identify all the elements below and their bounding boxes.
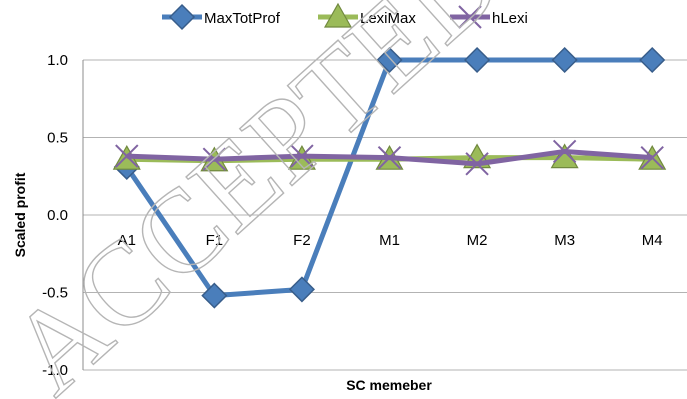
y-tick-label: 0.0: [47, 207, 68, 224]
legend-marker: [323, 2, 353, 28]
y-axis-title: Scaled profit: [12, 172, 28, 257]
x-axis-title: SC memeber: [346, 377, 432, 393]
y-tick-label: 0.5: [47, 130, 68, 147]
y-tick-label: -1.0: [42, 362, 68, 379]
data-point-maxtotprof: [639, 46, 666, 74]
y-tick-labels: -1.0 -0.5 0.0 0.5 1.0: [42, 52, 68, 379]
data-point-maxtotprof: [288, 276, 315, 303]
series-layer: [112, 46, 667, 309]
legend-label: MaxTotProf: [204, 10, 281, 27]
data-point-maxtotprof: [201, 282, 228, 309]
y-tick-label: -0.5: [42, 285, 68, 302]
data-point-maxtotprof: [551, 46, 578, 74]
y-tick-label: 1.0: [47, 52, 68, 69]
legend-item-hlexi: hLexi: [450, 5, 528, 29]
data-point-maxtotprof: [376, 46, 403, 74]
data-point-leximax: [550, 143, 579, 169]
series-hlexi: [115, 139, 664, 176]
legend-marker: [458, 5, 482, 29]
data-point-hlexi: [377, 145, 402, 170]
data-point-hlexi: [290, 144, 314, 168]
x-tick-label: A1: [118, 232, 136, 249]
legend-item-maxtotprof: MaxTotProf: [162, 3, 281, 31]
data-point-hlexi: [115, 144, 139, 168]
legend-item-leximax: LexiMax: [318, 2, 416, 28]
data-point-hlexi: [640, 145, 664, 170]
x-tick-label: F2: [293, 232, 311, 249]
x-tick-label: M2: [467, 232, 488, 249]
data-point-maxtotprof: [464, 46, 491, 74]
x-tick-label: F1: [206, 232, 224, 249]
x-tick-label: M3: [554, 232, 575, 249]
data-point-hlexi: [202, 147, 227, 171]
x-tick-label: M1: [379, 232, 400, 249]
data-point-hlexi: [465, 152, 489, 176]
legend: MaxTotProf LexiMax hLexi: [162, 2, 528, 31]
series-maxtotprof: [113, 46, 666, 309]
legend-marker: [168, 3, 196, 31]
legend-label: LexiMax: [360, 10, 416, 27]
x-tick-labels: A1 F1 F2 M1 M2 M3 M4: [118, 232, 663, 249]
data-point-hlexi: [552, 139, 577, 164]
legend-label: hLexi: [492, 10, 528, 27]
x-tick-label: M4: [642, 232, 663, 249]
